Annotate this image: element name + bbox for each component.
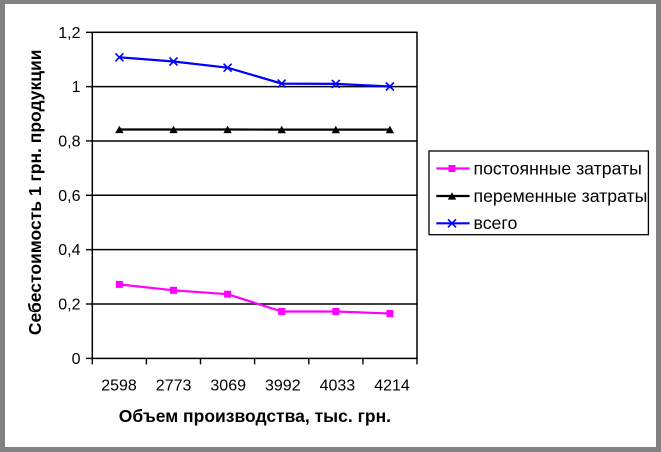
svg-text:2598: 2598 xyxy=(101,378,137,395)
svg-text:2773: 2773 xyxy=(156,378,192,395)
svg-text:4033: 4033 xyxy=(320,378,356,395)
svg-text:0: 0 xyxy=(72,351,81,368)
svg-text:всего: всего xyxy=(474,213,518,233)
svg-text:Объем производства, тыс. грн.: Объем производства, тыс. грн. xyxy=(119,406,391,426)
svg-text:0,6: 0,6 xyxy=(58,188,80,205)
svg-text:3069: 3069 xyxy=(210,378,246,395)
svg-text:1,2: 1,2 xyxy=(58,25,80,42)
svg-text:0,2: 0,2 xyxy=(58,297,80,314)
svg-text:4214: 4214 xyxy=(374,378,410,395)
svg-text:постоянные затраты: постоянные затраты xyxy=(474,158,642,178)
svg-text:0,8: 0,8 xyxy=(58,133,80,150)
svg-text:1: 1 xyxy=(72,79,81,96)
svg-text:3992: 3992 xyxy=(265,378,301,395)
svg-text:Себестоимость 1 грн. продукции: Себестоимость 1 грн. продукции xyxy=(25,49,45,335)
svg-text:переменные затраты: переменные затраты xyxy=(474,186,648,206)
svg-text:0,4: 0,4 xyxy=(58,242,80,259)
